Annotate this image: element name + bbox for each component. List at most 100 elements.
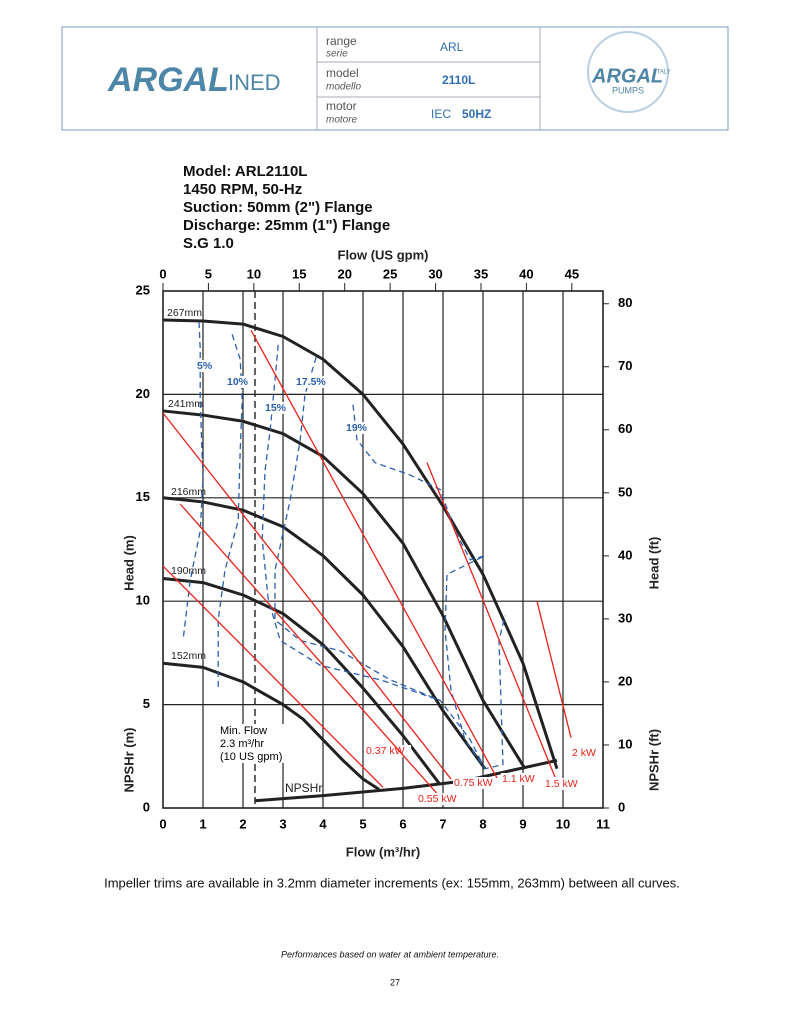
info-line: Suction: 50mm (2") Flange	[183, 199, 373, 216]
curve-label: 0.55 kW	[418, 793, 457, 805]
row-sub: serie	[326, 49, 348, 60]
y-label: Head (m)	[121, 535, 136, 591]
row-value: 50HZ	[462, 107, 491, 121]
y2-tick-label: 60	[618, 421, 632, 436]
row-value: ARL	[440, 40, 464, 54]
x2-tick-label: 0	[159, 266, 166, 281]
curve	[352, 404, 506, 770]
x-tick-label: 8	[479, 816, 486, 831]
curve-label: NPSHr	[285, 781, 322, 795]
annotation-bg	[217, 750, 289, 763]
curve	[250, 329, 498, 779]
y2-label-lower: NPSHr (ft)	[646, 729, 661, 791]
curve	[217, 334, 243, 691]
y2-tick-label: 20	[618, 673, 632, 688]
label-bg	[453, 777, 500, 789]
x2-tick-label: 15	[292, 266, 306, 281]
min-flow-text: (10 US gpm)	[220, 751, 282, 763]
x2-tick-label: 30	[428, 266, 442, 281]
info-line: S.G 1.0	[183, 235, 234, 252]
label-bg	[264, 402, 285, 414]
x-tick-label: 6	[399, 816, 406, 831]
y-tick-label: 5	[143, 696, 150, 711]
curve-label: 19%	[346, 422, 368, 434]
annotation-bg	[217, 724, 289, 737]
curve	[162, 318, 559, 770]
curve	[162, 409, 527, 770]
label-bg	[571, 747, 599, 759]
curve-label: 17.5%	[296, 376, 326, 388]
row-sub: modello	[326, 82, 361, 93]
curve-label: 152mm	[171, 650, 206, 662]
annotation-bg	[217, 737, 289, 750]
x2-tick-label: 25	[383, 266, 397, 281]
x2-tick-label: 5	[205, 266, 212, 281]
x-tick-label: 9	[519, 816, 526, 831]
y-tick-label: 0	[143, 799, 150, 814]
label-bg	[417, 793, 464, 805]
label-bg	[501, 773, 541, 785]
row-value: 2110L	[442, 73, 475, 87]
x2-tick-label: 35	[474, 266, 488, 281]
curve	[162, 661, 380, 791]
footer-note: Impeller trims are available in 3.2mm di…	[104, 875, 680, 890]
curve-label: 10%	[227, 376, 249, 388]
curve	[162, 496, 487, 770]
label-bg	[226, 376, 247, 388]
y-tick-label: 15	[136, 489, 150, 504]
logo-text: PUMPS	[612, 85, 644, 95]
x-tick-label: 3	[279, 816, 286, 831]
curve	[162, 576, 441, 785]
curve	[536, 601, 572, 738]
logo-text: ARGAL	[591, 65, 663, 87]
y2-tick-label: 50	[618, 484, 632, 499]
min-flow-text: 2.3 m³/hr	[220, 738, 264, 750]
header-frame	[61, 26, 729, 131]
logo-circle	[587, 31, 669, 113]
y2-tick-label: 40	[618, 547, 632, 562]
y2-tick-label: 0	[618, 799, 625, 814]
curve-label: 2 kW	[572, 747, 596, 759]
curve-label: 267mm	[167, 307, 202, 319]
curve-label: 241mm	[168, 398, 203, 410]
x2-label: Flow (US gpm)	[338, 247, 429, 262]
curve	[162, 412, 452, 780]
page-number: 27	[390, 977, 400, 987]
plot-frame	[162, 290, 604, 809]
curve	[162, 565, 384, 788]
x2-tick-label: 10	[247, 266, 261, 281]
x-tick-label: 0	[159, 816, 166, 831]
x-tick-label: 11	[596, 816, 610, 831]
row-value: IEC	[431, 107, 451, 121]
curve	[179, 503, 438, 794]
x-tick-label: 5	[359, 816, 366, 831]
x2-tick-label: 40	[519, 266, 533, 281]
label-bg	[365, 745, 412, 757]
x-tick-label: 7	[439, 816, 446, 831]
logo-text: ITALY	[655, 70, 671, 76]
label-bg	[196, 360, 211, 372]
y2-tick-label: 70	[618, 358, 632, 373]
x2-tick-label: 45	[565, 266, 579, 281]
info-line: 1450 RPM, 50-Hz	[183, 181, 302, 198]
logo-text: ARGAL	[107, 61, 229, 99]
row-label: range	[326, 34, 357, 48]
label-bg	[345, 422, 366, 434]
footer-performance: Performances based on water at ambient t…	[281, 949, 499, 959]
curve-label: 1.1 kW	[502, 773, 535, 785]
x-tick-label: 4	[319, 816, 327, 831]
curve-label: 0.75 kW	[454, 777, 493, 789]
curve-label: 0.37 kW	[366, 745, 405, 757]
y2-tick-label: 80	[618, 295, 632, 310]
label-bg	[544, 778, 584, 790]
row-sub: motore	[326, 115, 358, 126]
y2-tick-label: 10	[618, 736, 632, 751]
curve	[426, 462, 556, 778]
info-line: Discharge: 25mm (1") Flange	[183, 217, 390, 234]
y-label-lower: NPSHr (m)	[121, 727, 136, 792]
logo-text: INED	[228, 70, 281, 95]
y2-label: Head (ft)	[646, 537, 661, 590]
row-label: motor	[326, 99, 357, 113]
